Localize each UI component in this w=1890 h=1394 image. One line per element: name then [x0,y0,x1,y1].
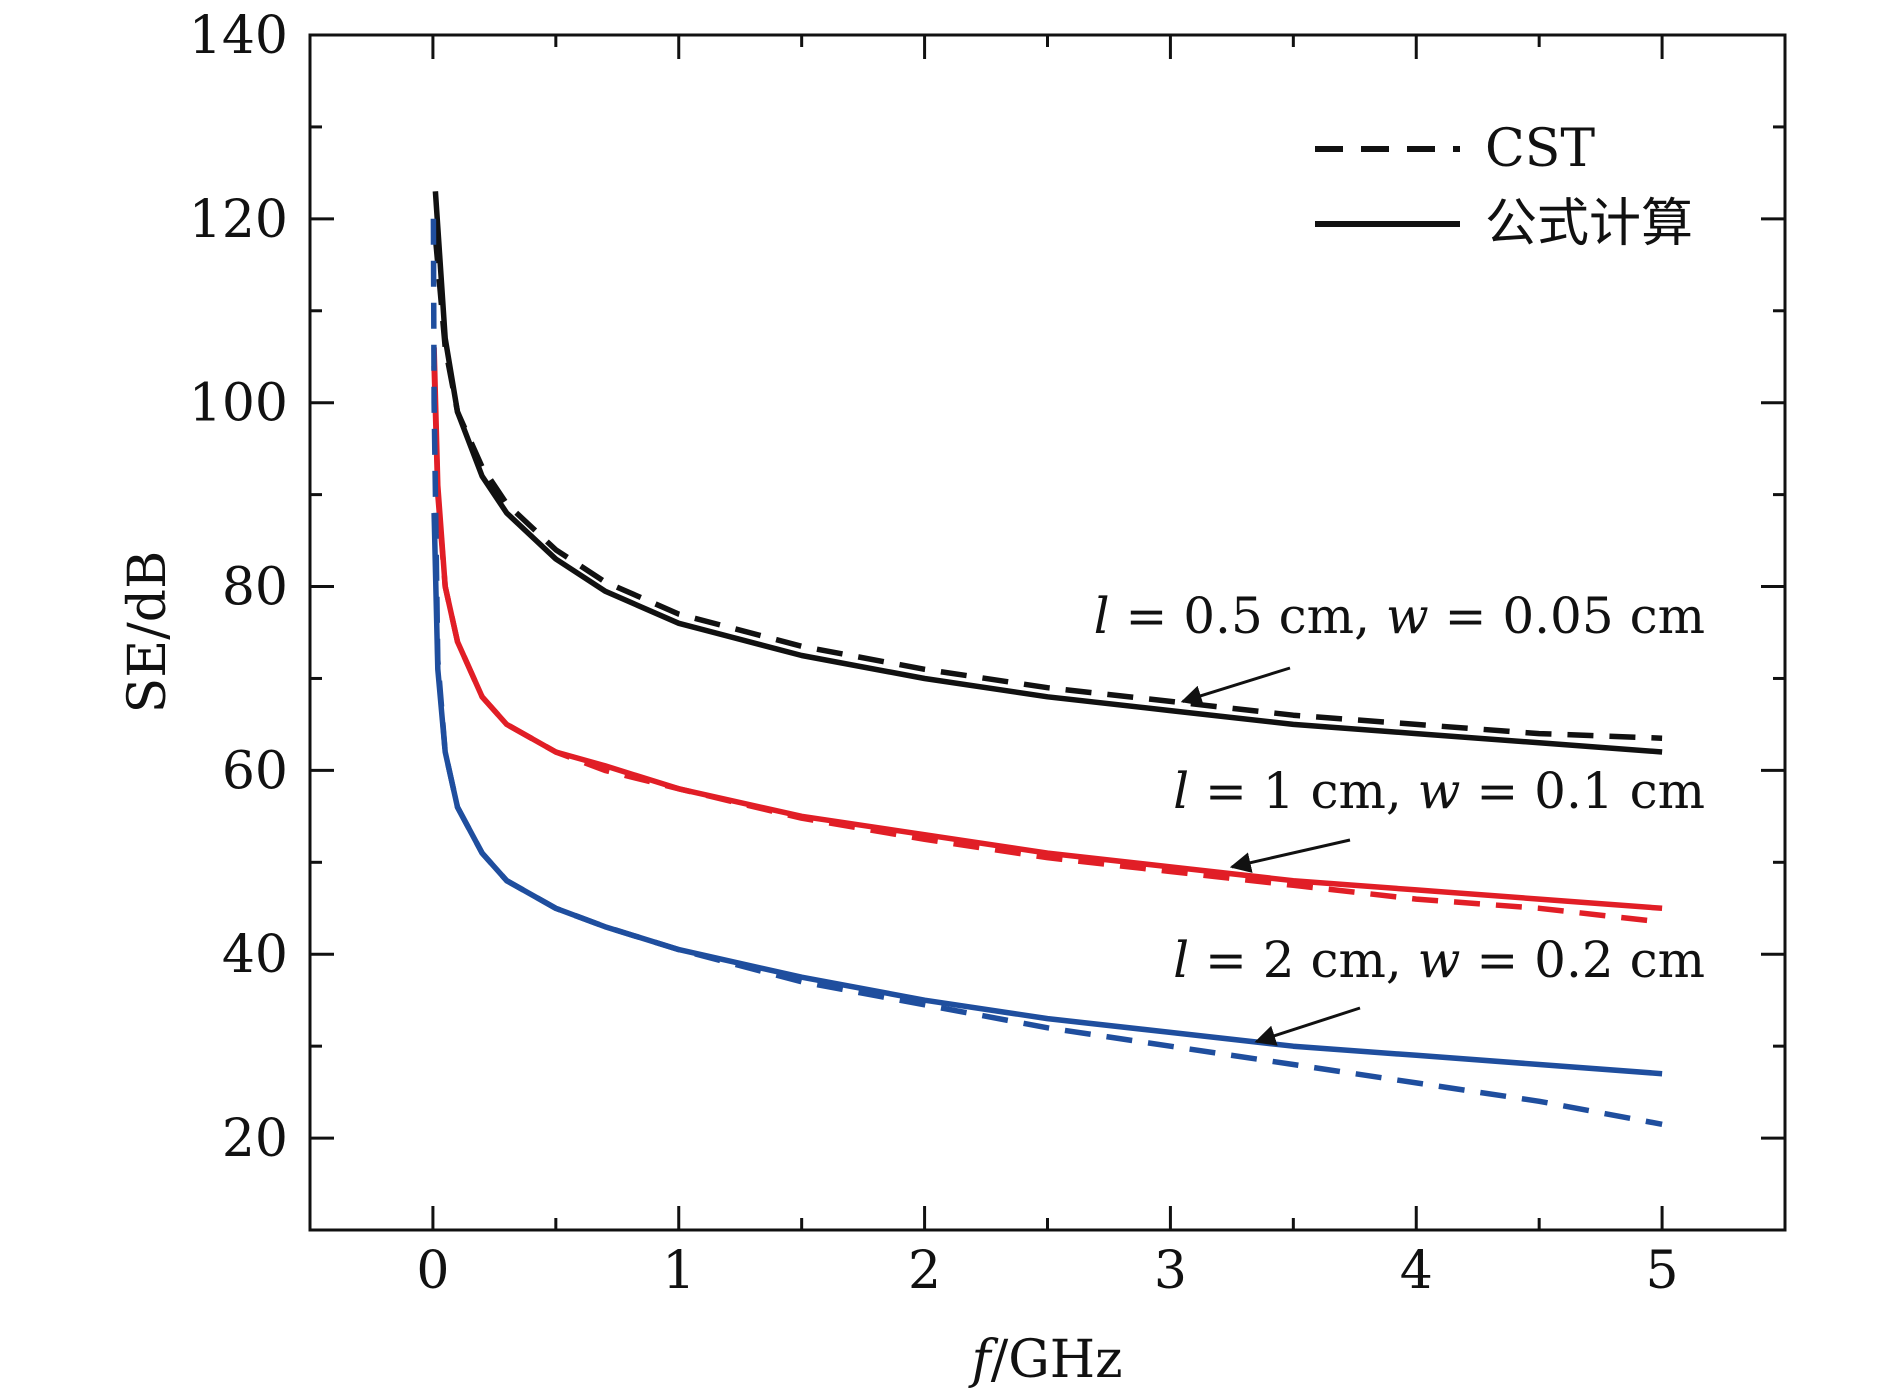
y-tick-label: 120 [189,190,288,250]
axis-ticks: 0 1 2 3 4 5 20 40 60 80 100 120 140 [189,6,1785,1301]
x-tick-label: 4 [1400,1241,1433,1301]
series-layer [430,191,1663,1128]
series-line-cst [430,218,1663,1128]
x-tick-label: 1 [662,1241,695,1301]
y-tick-label: 20 [222,1109,288,1169]
curve-annotation: l = 2 cm, w = 0.2 cm [1173,931,1705,989]
y-axis-title: SE/dB [118,551,178,714]
legend-cst-label: CST [1485,119,1595,179]
series-line-cst [431,365,1663,925]
x-axis-title: f/GHz [967,1330,1122,1390]
x-tick-label: 3 [1154,1241,1187,1301]
x-tick-label: 5 [1646,1241,1679,1301]
annotation-arrow [1254,1006,1361,1046]
legend: CST 公式计算 [1315,119,1693,254]
annotations: l = 0.5 cm, w = 0.05 cm l = 1 cm, w = 0.1… [1094,587,1705,1046]
legend-formula-label: 公式计算 [1485,194,1693,254]
curve-annotation: l = 0.5 cm, w = 0.05 cm [1094,587,1705,645]
y-tick-label: 100 [189,374,288,434]
series-line-formula [432,191,1663,755]
y-tick-label: 140 [189,6,288,66]
x-tick-label: 0 [416,1241,449,1301]
x-tick-label: 2 [908,1241,941,1301]
series-line-cst [432,236,1663,741]
y-tick-label: 80 [222,558,288,618]
x-axis-title-unit: /GHz [991,1330,1123,1390]
annotation-arrow [1229,838,1351,873]
y-tick-label: 40 [222,925,288,985]
curve-annotation: l = 1 cm, w = 0.1 cm [1173,762,1705,820]
y-tick-label: 60 [222,741,288,801]
annotation-arrow [1180,666,1291,706]
